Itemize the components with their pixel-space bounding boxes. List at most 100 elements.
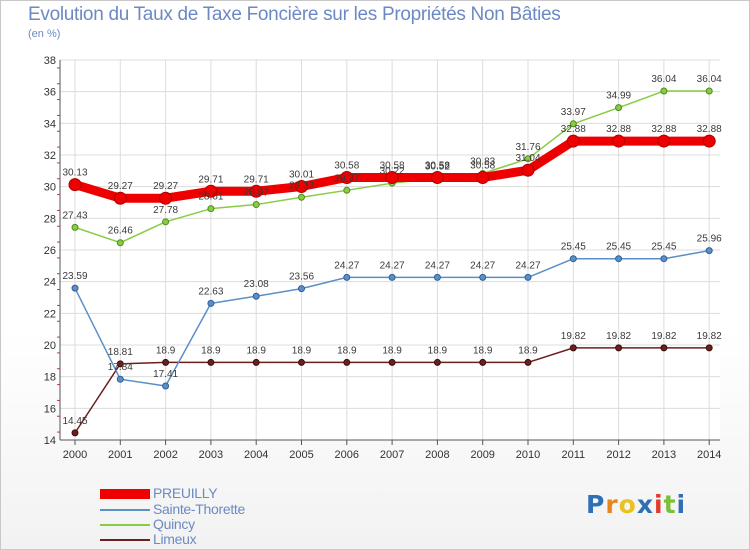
data-point-preuilly [113,191,127,205]
data-label-quincy: 29.33 [289,180,314,191]
x-tick-label: 2005 [289,449,313,461]
data-point-preuilly [68,178,82,192]
data-label-preuilly: 30.58 [425,160,450,171]
data-label-preuilly: 32.88 [651,124,676,135]
data-point-sainte-thorette [660,255,668,263]
y-tick-label: 38 [44,55,56,67]
data-point-limeux [524,358,532,366]
data-label-sainte-thorette: 23.08 [244,279,269,290]
data-label-quincy: 27.78 [153,205,178,216]
logo-letter: i [676,490,687,519]
data-point-sainte-thorette [479,273,487,281]
data-label-quincy: 31.76 [515,142,540,153]
data-label-quincy: 28.87 [244,188,269,199]
chart-title: Evolution du Taux de Taxe Foncière sur l… [28,4,561,25]
y-tick-label: 30 [44,182,56,194]
data-point-quincy [71,223,79,231]
proxiti-logo: Proxiti [586,490,686,519]
data-label-preuilly: 30.01 [289,170,314,181]
legend-swatch [100,509,150,511]
data-point-preuilly [566,134,580,148]
data-label-sainte-thorette: 25.45 [561,242,586,253]
logo-letter: r [605,490,619,519]
data-label-preuilly: 32.88 [606,124,631,135]
data-point-limeux [71,429,79,437]
data-point-sainte-thorette [162,382,170,390]
data-label-preuilly: 30.58 [470,160,495,171]
data-point-sainte-thorette [433,273,441,281]
chart-subtitle: (en %) [28,28,61,40]
y-tick-label: 20 [44,340,56,352]
data-point-preuilly [204,184,218,198]
data-label-preuilly: 31.04 [515,153,540,164]
logo-letter: P [586,490,606,519]
data-label-limeux: 18.81 [108,347,133,358]
data-label-sainte-thorette: 25.45 [606,242,631,253]
data-point-limeux [479,358,487,366]
data-point-quincy [660,87,668,95]
data-point-sainte-thorette [71,284,79,292]
data-point-sainte-thorette [615,255,623,263]
x-tick-label: 2002 [153,449,177,461]
data-point-sainte-thorette [524,273,532,281]
data-point-quincy [705,87,713,95]
data-point-quincy [162,218,170,226]
legend-swatch [100,524,150,526]
data-point-preuilly [295,180,308,194]
data-point-preuilly [702,134,716,148]
data-label-preuilly: 29.27 [108,181,133,192]
data-point-quincy [615,104,623,112]
data-point-sainte-thorette [388,273,396,281]
logo-letter: x [636,490,654,519]
logo-letter: t [663,490,677,519]
x-tick-label: 2013 [652,449,676,461]
data-point-sainte-thorette [207,299,215,307]
data-label-sainte-thorette: 23.56 [289,272,314,283]
data-label-preuilly: 30.13 [62,168,87,179]
data-point-limeux [615,344,623,352]
data-label-quincy: 34.99 [606,91,631,102]
data-point-preuilly [385,170,399,184]
legend-label: PREUILLY [153,485,218,501]
data-point-sainte-thorette [343,273,351,281]
data-label-sainte-thorette: 24.27 [334,260,359,271]
x-tick-label: 2009 [470,449,494,461]
y-tick-label: 22 [44,308,56,320]
data-label-sainte-thorette: 24.27 [425,260,450,271]
data-label-quincy: 27.43 [62,210,87,221]
data-label-limeux: 18.9 [201,345,221,356]
data-label-limeux: 18.9 [428,345,448,356]
x-tick-label: 2010 [516,449,540,461]
y-tick-label: 34 [44,118,56,130]
data-point-limeux [705,344,713,352]
data-label-limeux: 14.45 [62,416,87,427]
data-label-quincy: 36.04 [651,74,676,85]
data-label-limeux: 19.82 [606,331,631,342]
legend-label: Limeux [153,531,197,547]
data-label-preuilly: 29.71 [244,174,269,185]
legend-swatch [100,539,150,541]
x-tick-label: 2008 [425,449,449,461]
legend-label: Quincy [153,516,195,532]
data-label-limeux: 18.9 [292,345,312,356]
data-point-limeux [252,358,260,366]
data-point-preuilly [430,170,444,184]
data-label-limeux: 18.9 [518,345,538,356]
data-label-quincy: 30.22 [380,166,405,177]
data-label-limeux: 18.9 [246,345,266,356]
data-point-preuilly [159,191,173,205]
data-label-limeux: 18.9 [156,345,176,356]
data-label-sainte-thorette: 17.84 [108,362,133,373]
data-label-preuilly: 29.27 [153,181,178,192]
data-label-sainte-thorette: 24.27 [470,260,495,271]
data-label-sainte-thorette: 17.41 [153,369,178,380]
data-label-sainte-thorette: 22.63 [198,286,223,297]
y-tick-label: 28 [44,213,56,225]
y-tick-label: 36 [44,87,56,99]
data-point-sainte-thorette [116,375,124,383]
data-label-preuilly: 32.88 [561,124,586,135]
data-label-quincy: 30.83 [470,157,495,168]
data-point-sainte-thorette [252,292,260,300]
data-label-quincy: 33.97 [561,107,586,118]
data-label-preuilly: 30.58 [334,160,359,171]
